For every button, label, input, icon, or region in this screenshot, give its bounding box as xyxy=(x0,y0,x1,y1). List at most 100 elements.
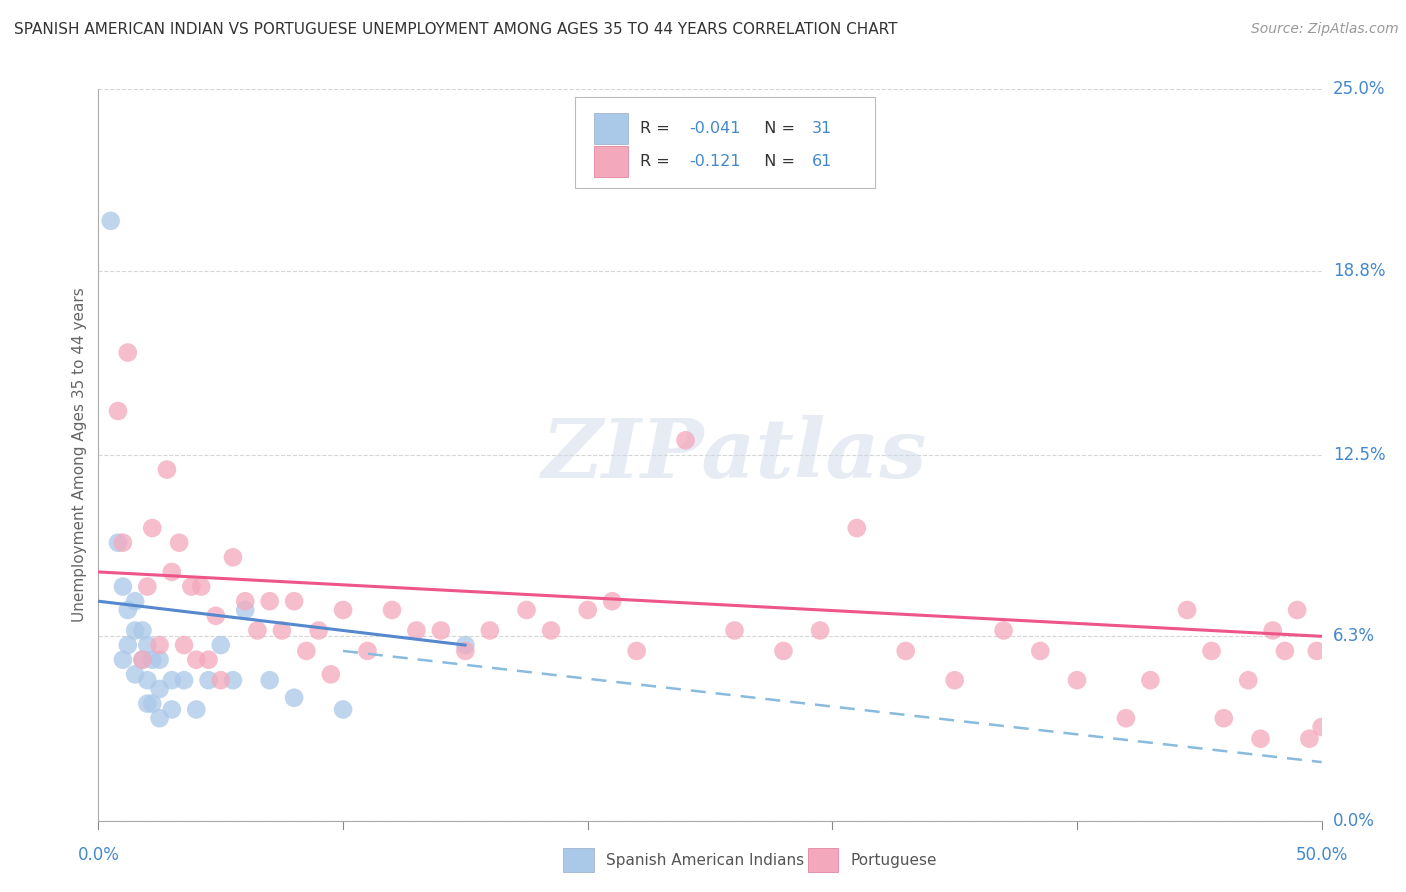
Point xyxy=(246,624,269,638)
Point xyxy=(117,603,139,617)
Text: 50.0%: 50.0% xyxy=(1295,846,1348,863)
Point xyxy=(454,644,477,658)
FancyBboxPatch shape xyxy=(593,146,628,177)
Point xyxy=(845,521,868,535)
Point xyxy=(540,624,562,638)
Text: -0.041: -0.041 xyxy=(689,121,741,136)
Point xyxy=(381,603,404,617)
Point xyxy=(131,653,153,667)
Point xyxy=(894,644,917,658)
Point xyxy=(111,580,134,594)
Point xyxy=(283,690,305,705)
Point xyxy=(124,624,146,638)
Point xyxy=(149,653,172,667)
Point xyxy=(209,638,232,652)
Point xyxy=(576,603,599,617)
Text: 12.5%: 12.5% xyxy=(1333,446,1385,464)
Text: 6.3%: 6.3% xyxy=(1333,627,1375,645)
Point xyxy=(197,653,219,667)
Point xyxy=(319,667,342,681)
Point xyxy=(107,404,129,418)
Point xyxy=(111,653,134,667)
Text: SPANISH AMERICAN INDIAN VS PORTUGUESE UNEMPLOYMENT AMONG AGES 35 TO 44 YEARS COR: SPANISH AMERICAN INDIAN VS PORTUGUESE UN… xyxy=(14,22,897,37)
Point xyxy=(173,638,195,652)
Point xyxy=(308,624,330,638)
Point xyxy=(270,624,294,638)
Text: 25.0%: 25.0% xyxy=(1333,80,1385,98)
Point xyxy=(1066,673,1088,688)
Point xyxy=(131,653,153,667)
Text: 31: 31 xyxy=(811,121,832,136)
Point xyxy=(332,702,354,716)
FancyBboxPatch shape xyxy=(564,848,593,871)
Point xyxy=(131,624,153,638)
Text: ZIPatlas: ZIPatlas xyxy=(541,415,927,495)
Point xyxy=(173,673,195,688)
Text: 61: 61 xyxy=(811,154,832,169)
Point xyxy=(186,702,208,716)
Point xyxy=(124,667,146,681)
Point xyxy=(141,521,163,535)
Point xyxy=(1306,644,1329,658)
Point xyxy=(111,535,134,549)
Point xyxy=(1029,644,1052,658)
Point xyxy=(117,345,139,359)
Point xyxy=(626,644,648,658)
Point xyxy=(233,594,256,608)
Text: Spanish American Indians: Spanish American Indians xyxy=(606,853,804,868)
Point xyxy=(136,638,159,652)
Point xyxy=(149,681,172,696)
Point xyxy=(149,638,172,652)
Y-axis label: Unemployment Among Ages 35 to 44 years: Unemployment Among Ages 35 to 44 years xyxy=(72,287,87,623)
Point xyxy=(405,624,427,638)
Point xyxy=(356,644,378,658)
Text: R =: R = xyxy=(640,154,675,169)
Point xyxy=(515,603,537,617)
Point xyxy=(259,594,281,608)
Point xyxy=(136,697,159,711)
Point xyxy=(222,673,245,688)
Point xyxy=(124,594,146,608)
Point xyxy=(772,644,794,658)
Point xyxy=(197,673,219,688)
Point xyxy=(160,702,183,716)
Point xyxy=(205,608,228,623)
Point xyxy=(186,653,208,667)
Point xyxy=(600,594,623,608)
Point xyxy=(1298,731,1320,746)
Point xyxy=(723,624,745,638)
Point xyxy=(136,673,159,688)
FancyBboxPatch shape xyxy=(575,96,875,188)
Text: R =: R = xyxy=(640,121,675,136)
Text: Source: ZipAtlas.com: Source: ZipAtlas.com xyxy=(1251,22,1399,37)
Text: 0.0%: 0.0% xyxy=(77,846,120,863)
Point xyxy=(259,673,281,688)
Point xyxy=(160,673,183,688)
FancyBboxPatch shape xyxy=(808,848,838,871)
Point xyxy=(100,214,122,228)
Point xyxy=(141,697,163,711)
Point xyxy=(454,638,477,652)
Text: N =: N = xyxy=(754,121,800,136)
Point xyxy=(190,580,212,594)
Point xyxy=(180,580,202,594)
Point xyxy=(1237,673,1260,688)
Point xyxy=(156,462,179,476)
Point xyxy=(993,624,1015,638)
Point xyxy=(478,624,501,638)
Point xyxy=(167,535,190,549)
Point xyxy=(808,624,831,638)
Text: 18.8%: 18.8% xyxy=(1333,261,1385,279)
Point xyxy=(1139,673,1161,688)
Point xyxy=(117,638,139,652)
Point xyxy=(295,644,318,658)
Point xyxy=(1175,603,1198,617)
Point xyxy=(1249,731,1271,746)
Point xyxy=(136,580,159,594)
Point xyxy=(209,673,232,688)
Point xyxy=(675,434,697,448)
Text: 0.0%: 0.0% xyxy=(1333,812,1375,830)
Point xyxy=(1274,644,1296,658)
Text: Portuguese: Portuguese xyxy=(851,853,938,868)
Point xyxy=(1212,711,1234,725)
